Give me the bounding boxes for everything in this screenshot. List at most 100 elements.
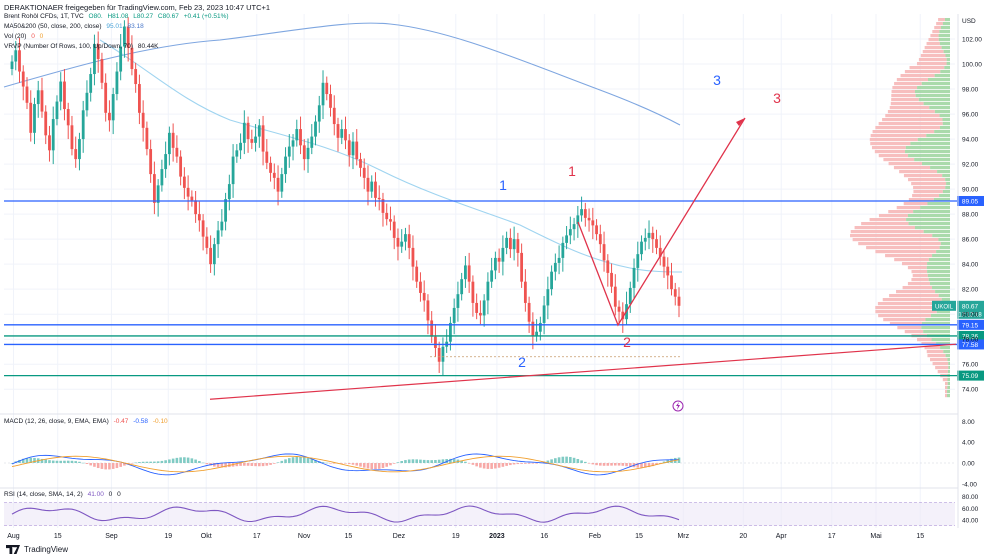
candle-down (471, 281, 475, 303)
legend-open: O80. (88, 13, 103, 20)
candle-up (85, 92, 89, 111)
volume-profile-bar-down (902, 286, 933, 290)
legend-macd-b: -0.58 (133, 418, 149, 425)
macd-hist-bar (51, 460, 55, 463)
macd-hist-bar (265, 463, 269, 466)
level-tag (957, 319, 984, 330)
volume-profile-bar-down (899, 170, 938, 174)
wave-label-blue-2: 2 (518, 354, 526, 370)
volume-profile-bar-down (918, 58, 947, 62)
volume-profile-bar-down (927, 354, 946, 358)
volume-profile-bar-up (947, 370, 950, 374)
candle-down (475, 302, 479, 313)
volume-profile-bar-up (946, 182, 950, 186)
volume-profile-bar-down (892, 86, 918, 90)
price-axis-label: 74.00 (962, 387, 979, 394)
volume-profile-bar-up (923, 230, 950, 234)
macd-hist-bar (651, 463, 655, 467)
macd-hist-bar (535, 463, 538, 464)
candle-up (553, 262, 557, 272)
macd-hist-bar (509, 463, 512, 466)
volume-profile-bar-down (930, 34, 939, 38)
volume-profile-bar-down (896, 290, 936, 294)
macd-histogram (10, 456, 681, 470)
macd-hist-bar (33, 457, 36, 463)
macd-axis-label: 8.00 (962, 419, 975, 426)
volume-profile-bar-up (905, 150, 950, 154)
candle-up (89, 74, 93, 93)
macd-hist-bar (111, 463, 115, 469)
candle-down (430, 320, 434, 337)
volume-profile-bar-up (947, 390, 950, 394)
candle-down (171, 132, 175, 148)
candle-down (392, 221, 396, 238)
candle-up (216, 230, 220, 245)
macd-hist-bar (104, 463, 107, 470)
macd-hist-bar (81, 462, 85, 464)
candle-up (456, 294, 460, 308)
volume-profile-bar-up (944, 66, 950, 70)
macd-axis-label: 0.00 (962, 461, 975, 468)
macd-hist-bar (565, 456, 568, 463)
macd-hist-bar (351, 463, 355, 465)
candle-down (591, 220, 595, 226)
volume-profile-bar-up (908, 154, 950, 158)
candle-down (662, 256, 666, 267)
volume-profile-bar-up (948, 362, 950, 366)
level-tag-label: 78.26 (962, 333, 979, 340)
legend-ma50: 95.01 (106, 23, 123, 30)
candle-up (486, 281, 490, 301)
candle-up (501, 247, 505, 262)
candle-up (51, 119, 55, 151)
candle-down (497, 257, 501, 262)
candle-up (257, 125, 261, 137)
x-tick-label: Feb (589, 533, 601, 540)
macd-hist-bar (243, 463, 246, 466)
candle-up (370, 181, 374, 192)
volume-profile-bar-up (927, 270, 950, 274)
candle-down (325, 82, 329, 95)
volume-profile-bar-up (918, 98, 950, 102)
candle-down (21, 71, 25, 87)
macd-hist-bar (460, 460, 463, 463)
price-axis-label: 80.00 (962, 312, 979, 319)
macd-hist-bar (505, 463, 508, 466)
macd-hist-bar (595, 463, 598, 466)
candle-down (374, 181, 377, 198)
wave-label-red-1: 1 (568, 163, 576, 179)
macd-hist-bar (145, 461, 149, 463)
tradingview-logo[interactable]: TradingView (6, 545, 68, 554)
volume-profile-bar-up (927, 274, 950, 278)
volume-profile-bar-up (937, 170, 950, 174)
macd-hist-bar (479, 463, 482, 468)
macd-hist-bar (449, 458, 452, 463)
volume-profile-bar-down (891, 98, 919, 102)
volume-profile-bar-down (854, 226, 915, 230)
candle-up (404, 234, 407, 242)
macd-hist-bar (59, 460, 63, 463)
macd-hist-bar (205, 463, 209, 465)
candle-down (182, 176, 186, 188)
volume-profile-bar-up (932, 286, 950, 290)
volume-profile-bar-down (921, 342, 937, 346)
x-tick-label: Aug (7, 533, 20, 540)
macd-hist-bar (610, 463, 613, 466)
volume-profile-bar-up (939, 194, 950, 198)
volume-profile-bar-down (897, 326, 922, 330)
volume-profile-bar-up (945, 186, 950, 190)
macd-hist-bar (224, 463, 227, 468)
legend-rsi-name: RSI (14, close, SMA, 14, 2) (4, 491, 83, 498)
volume-profile-bar-down (903, 202, 928, 206)
legend-change: +0.41 (+0.51%) (183, 13, 229, 20)
macd-hist-bar (160, 460, 164, 463)
volume-profile-bar-up (940, 242, 950, 246)
volume-profile-bar-down (891, 94, 916, 98)
macd-hist-bar (512, 463, 516, 465)
macd-hist-bar (441, 459, 445, 463)
symbol-tag-label: UKOIL (935, 304, 954, 310)
candle-down (336, 124, 340, 138)
price-axis-label: 86.00 (962, 237, 979, 244)
candle-up (538, 322, 542, 332)
macd-hist-bar (625, 463, 628, 467)
